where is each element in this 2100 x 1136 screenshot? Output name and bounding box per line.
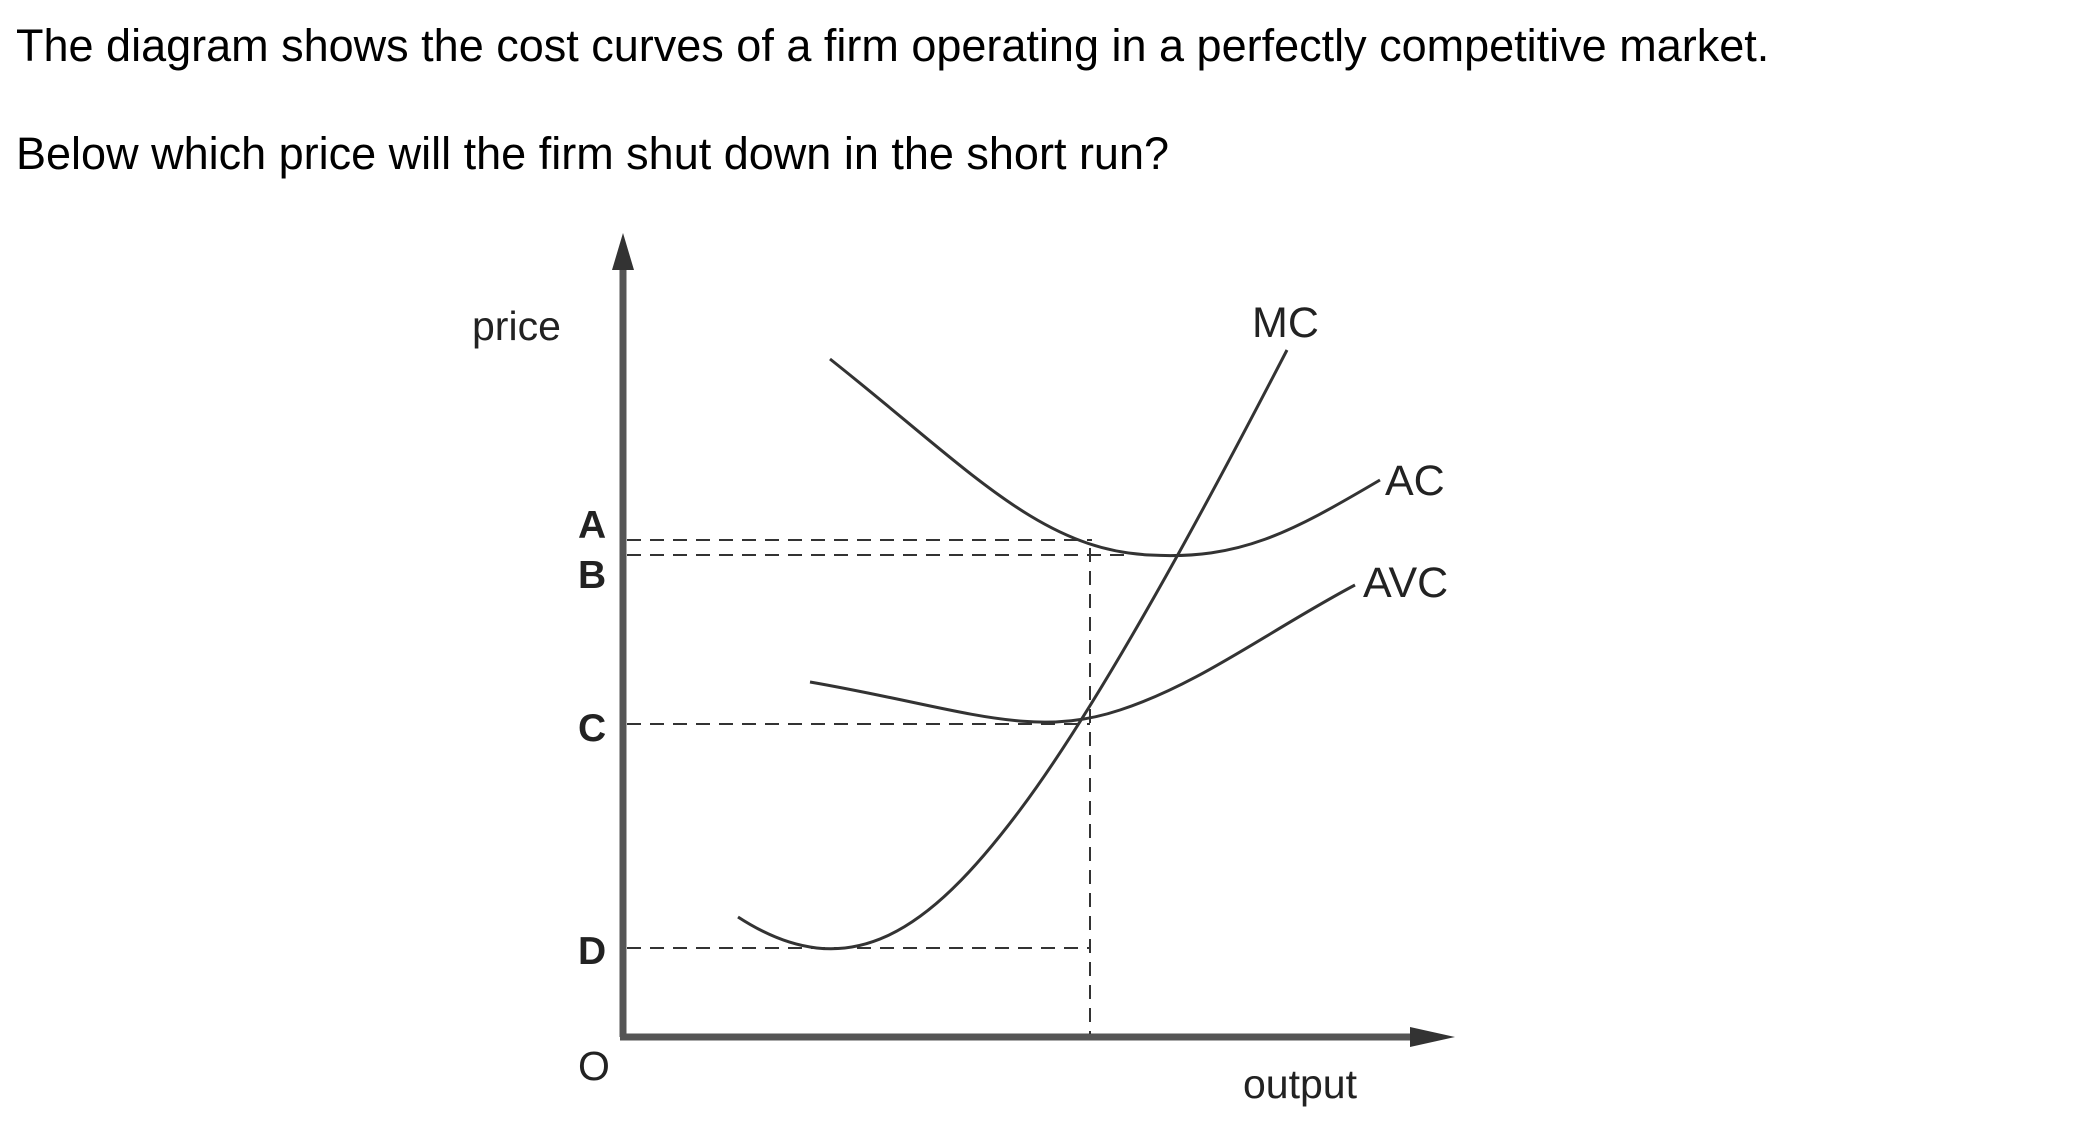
mc-curve-label: MC: [1252, 299, 1319, 347]
question-text-line-2: Below which price will the firm shut dow…: [16, 128, 1170, 179]
avc-curve: [809, 583, 1356, 724]
price-label-c: C: [578, 707, 606, 750]
y-axis-arrowhead: [612, 233, 634, 270]
x-axis-arrowhead: [1410, 1027, 1455, 1047]
price-label-b: B: [578, 554, 606, 597]
y-axis-label: price: [472, 303, 561, 349]
price-label-d: D: [578, 930, 606, 973]
origin-label: O: [578, 1043, 610, 1089]
question-text-line-1: The diagram shows the cost curves of a f…: [16, 20, 1770, 71]
x-axis-label: output: [1243, 1061, 1358, 1107]
mc-curve: [737, 349, 1289, 951]
price-label-a: A: [578, 504, 606, 547]
ac-curve-label: AC: [1385, 457, 1445, 505]
ac-curve: [829, 357, 1381, 558]
avc-curve-label: AVC: [1363, 559, 1448, 607]
